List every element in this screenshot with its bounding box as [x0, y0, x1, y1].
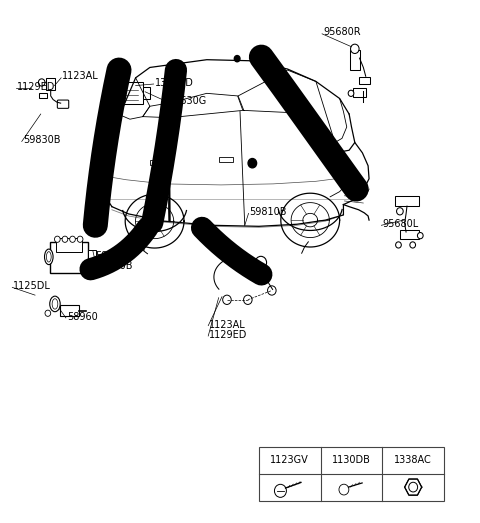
Text: 1338AC: 1338AC: [394, 455, 432, 465]
Text: 59810B: 59810B: [250, 207, 287, 218]
Polygon shape: [405, 479, 422, 495]
Ellipse shape: [52, 299, 58, 309]
Bar: [259, 447, 444, 501]
Ellipse shape: [45, 249, 53, 265]
Circle shape: [348, 90, 354, 96]
Text: 1339CD: 1339CD: [155, 78, 193, 88]
Bar: [350, 50, 360, 70]
Circle shape: [418, 233, 423, 238]
Bar: [400, 231, 419, 238]
Bar: [115, 82, 143, 104]
Circle shape: [410, 242, 416, 248]
Bar: [39, 93, 47, 98]
Bar: [359, 77, 370, 84]
Circle shape: [55, 236, 60, 242]
Text: 1123GV: 1123GV: [270, 455, 309, 465]
Text: 95680L: 95680L: [383, 219, 419, 229]
Bar: [395, 196, 419, 206]
Circle shape: [223, 295, 231, 304]
Text: 58920: 58920: [96, 252, 126, 262]
Circle shape: [396, 208, 403, 215]
Text: 1123AL: 1123AL: [62, 71, 99, 81]
Circle shape: [234, 55, 240, 62]
Circle shape: [396, 242, 401, 248]
Text: 95680R: 95680R: [323, 27, 360, 37]
Bar: [219, 157, 233, 162]
Bar: [50, 242, 88, 274]
Ellipse shape: [50, 296, 60, 312]
Circle shape: [70, 236, 75, 242]
Circle shape: [62, 236, 68, 242]
Text: 1129ED: 1129ED: [209, 330, 248, 340]
Circle shape: [77, 236, 83, 242]
Circle shape: [339, 484, 349, 495]
Bar: [143, 87, 150, 98]
Circle shape: [409, 482, 418, 492]
Circle shape: [350, 44, 359, 53]
FancyBboxPatch shape: [57, 100, 69, 108]
Bar: [88, 249, 96, 264]
Text: 1123AL: 1123AL: [209, 320, 246, 329]
Circle shape: [116, 75, 124, 84]
Text: 1130DB: 1130DB: [332, 455, 371, 465]
Text: 1129ED: 1129ED: [17, 82, 55, 92]
Circle shape: [119, 78, 121, 81]
Circle shape: [243, 295, 252, 304]
Circle shape: [267, 286, 276, 295]
Bar: [47, 78, 55, 90]
Bar: [60, 305, 79, 316]
Circle shape: [248, 158, 257, 168]
Ellipse shape: [47, 252, 51, 262]
Circle shape: [255, 256, 266, 269]
Text: 58960: 58960: [67, 312, 97, 322]
Bar: [353, 88, 366, 97]
Text: 58910B: 58910B: [96, 260, 133, 270]
Text: 59830B: 59830B: [23, 135, 60, 145]
Circle shape: [45, 310, 51, 316]
Circle shape: [275, 484, 287, 497]
Ellipse shape: [329, 146, 341, 154]
Bar: [150, 160, 163, 165]
Text: 95630G: 95630G: [169, 96, 207, 106]
Bar: [56, 238, 83, 252]
Text: 1125DL: 1125DL: [13, 281, 51, 291]
Circle shape: [38, 79, 45, 86]
